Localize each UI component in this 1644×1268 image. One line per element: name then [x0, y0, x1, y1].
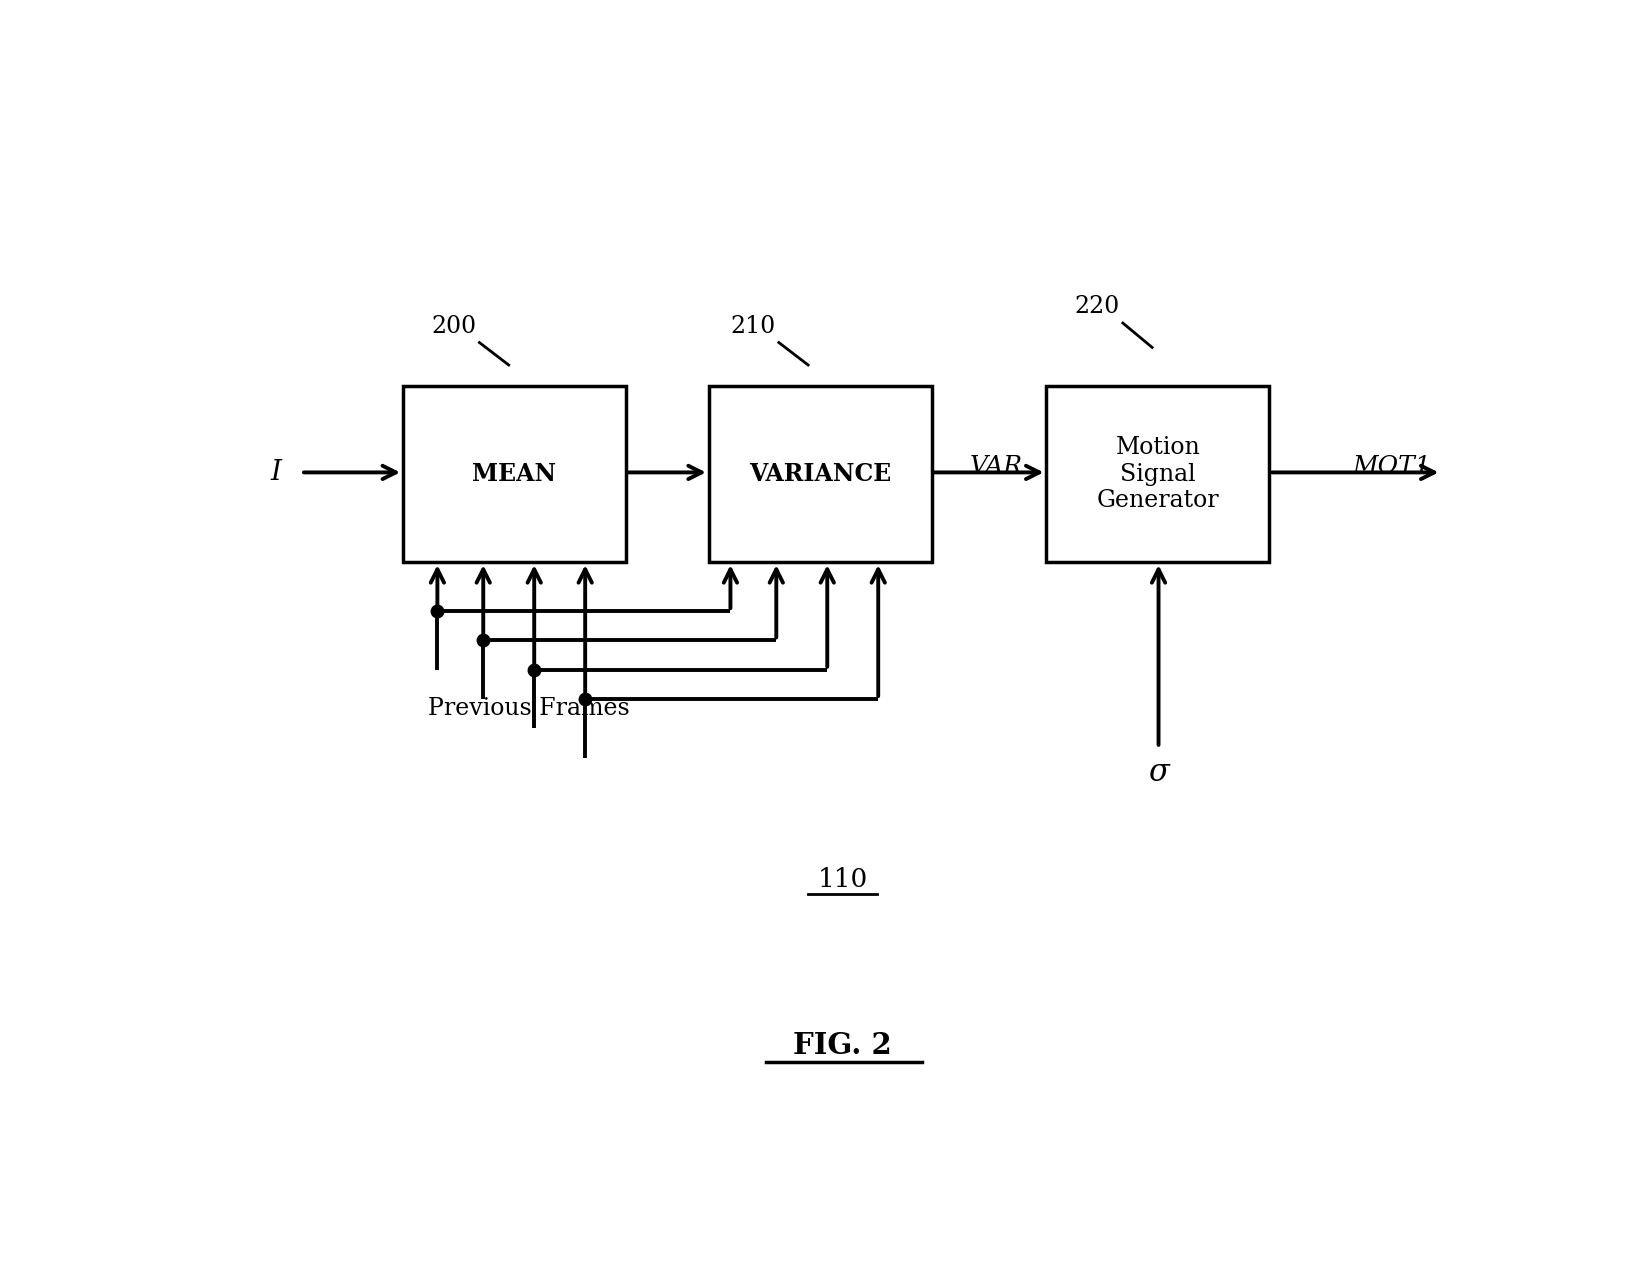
Text: 220: 220: [1075, 295, 1120, 318]
Text: VARIANCE: VARIANCE: [750, 463, 891, 487]
Text: Motion
Signal
Generator: Motion Signal Generator: [1097, 436, 1220, 512]
Text: MEAN: MEAN: [472, 463, 557, 487]
Text: FIG. 2: FIG. 2: [792, 1031, 893, 1060]
FancyBboxPatch shape: [1047, 387, 1269, 562]
Text: 110: 110: [817, 867, 868, 893]
Text: MOT1: MOT1: [1351, 455, 1430, 478]
FancyBboxPatch shape: [403, 387, 626, 562]
Text: Previous Frames: Previous Frames: [429, 697, 630, 720]
Text: VAR: VAR: [970, 455, 1023, 478]
Text: σ: σ: [1148, 757, 1169, 787]
Text: 200: 200: [431, 314, 477, 337]
FancyBboxPatch shape: [709, 387, 932, 562]
Text: I: I: [270, 459, 281, 486]
Text: 210: 210: [730, 314, 776, 337]
